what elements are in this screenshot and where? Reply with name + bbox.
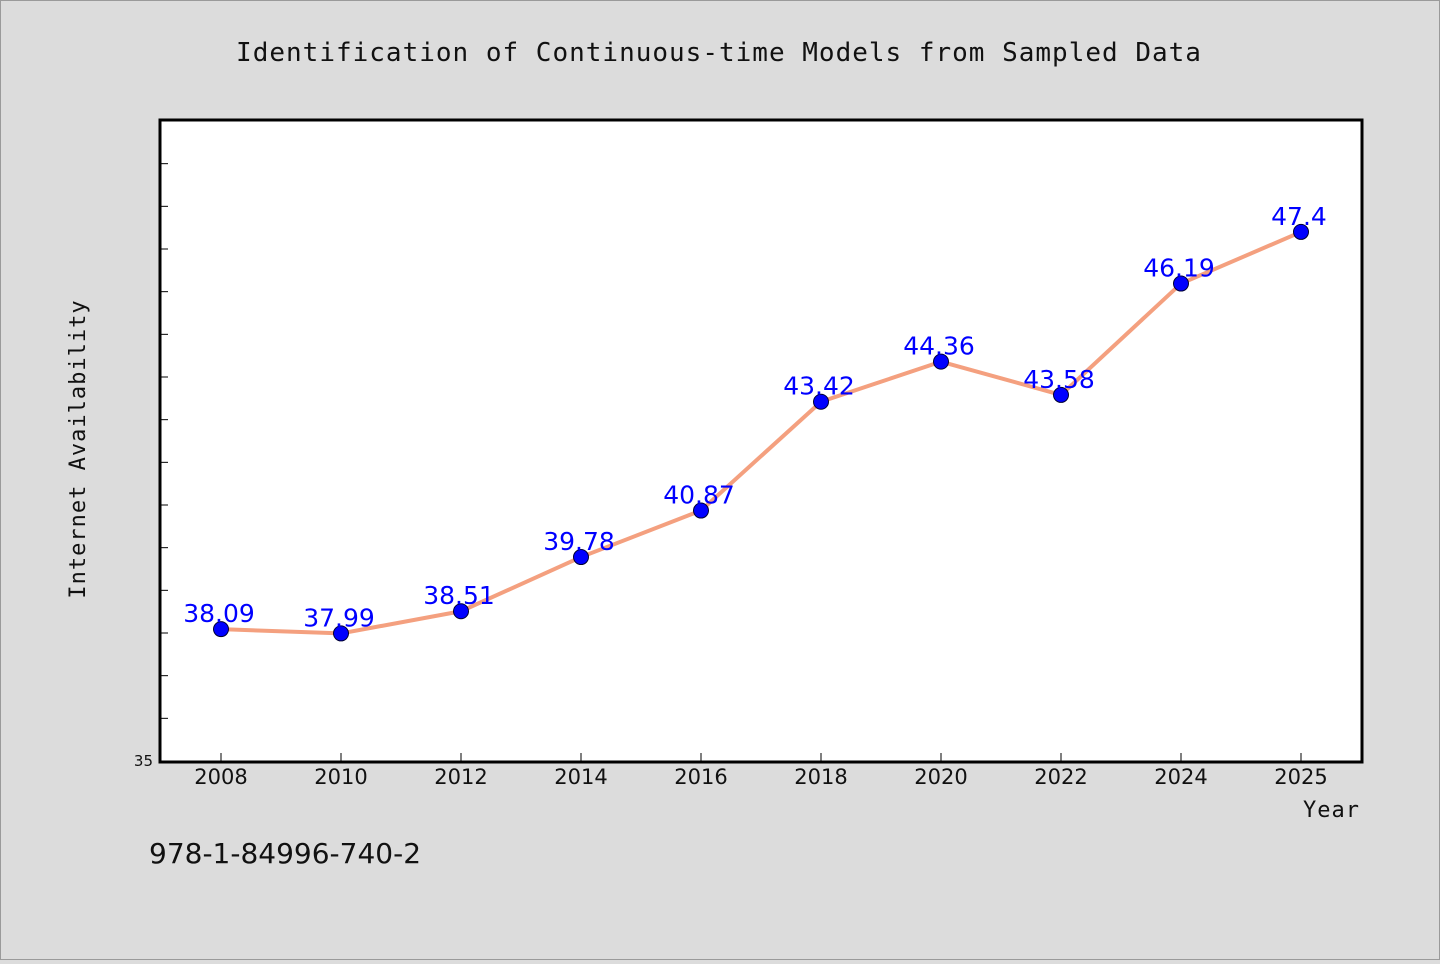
data-point-marker bbox=[813, 393, 829, 410]
data-point-marker bbox=[1293, 223, 1309, 240]
x-axis-label: Year bbox=[1303, 798, 1360, 823]
x-tick-label: 2020 bbox=[914, 765, 967, 789]
data-label: 47.4 bbox=[1271, 202, 1327, 231]
x-tick-label: 2008 bbox=[194, 765, 247, 789]
y-axis-label: Internet Availability bbox=[66, 299, 91, 598]
series-line bbox=[219, 229, 1303, 636]
x-tick-label: 2022 bbox=[1034, 765, 1087, 789]
isbn-text: 978-1-84996-740-2 bbox=[149, 837, 421, 870]
x-tick-label: 2024 bbox=[1154, 765, 1207, 789]
x-tick-label: 2025 bbox=[1274, 765, 1327, 789]
data-label: 40.87 bbox=[663, 481, 735, 510]
plot-area bbox=[158, 118, 1364, 764]
data-labels-group: 38.09 37.99 38.51 39.78 40.87 43.42 44.36 43.58… bbox=[183, 202, 1327, 632]
data-point-marker bbox=[453, 603, 469, 620]
data-point-marker bbox=[213, 621, 229, 638]
y-axis-ticks: 35 bbox=[134, 163, 168, 770]
x-tick-label: 2018 bbox=[794, 765, 847, 789]
data-label: 43.58 bbox=[1023, 365, 1095, 394]
data-point-marker bbox=[1053, 386, 1069, 403]
markers-group bbox=[213, 223, 1309, 642]
x-tick-label: 2010 bbox=[314, 765, 367, 789]
data-point-marker bbox=[1173, 275, 1189, 292]
data-label: 37.99 bbox=[303, 603, 375, 632]
x-tick-label: 2016 bbox=[674, 765, 727, 789]
x-axis-ticks: 2008 2010 2012 2014 2016 2018 2020 2022 2024 2025 bbox=[194, 753, 1328, 789]
data-point-marker bbox=[933, 353, 949, 370]
series-group bbox=[219, 229, 1303, 636]
data-point-marker bbox=[573, 549, 589, 566]
x-tick-label: 2012 bbox=[434, 765, 487, 789]
x-tick-label: 2014 bbox=[554, 765, 607, 789]
data-label: 39.78 bbox=[543, 527, 615, 556]
data-label: 43.42 bbox=[783, 372, 855, 401]
data-label: 46.19 bbox=[1143, 254, 1215, 283]
data-label: 38.09 bbox=[183, 599, 255, 628]
chart-title: Identification of Continuous-time Models… bbox=[236, 38, 1202, 68]
y-tick-label: 35 bbox=[134, 752, 153, 770]
data-point-marker bbox=[333, 625, 349, 642]
data-point-marker bbox=[693, 502, 709, 519]
data-label: 38.51 bbox=[423, 581, 495, 610]
data-label: 44.36 bbox=[903, 332, 975, 361]
